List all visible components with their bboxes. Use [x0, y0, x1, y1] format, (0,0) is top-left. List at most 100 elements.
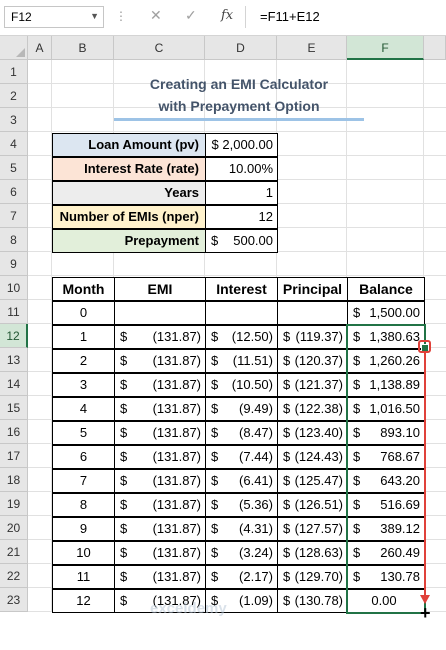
- schedule-cell-month[interactable]: 6: [52, 445, 115, 469]
- input-value-nper[interactable]: 12: [205, 205, 278, 229]
- schedule-cell-month[interactable]: 9: [52, 517, 115, 541]
- row-header-21[interactable]: 21: [0, 540, 28, 564]
- schedule-cell-emi[interactable]: $ (131.87): [114, 349, 206, 373]
- schedule-cell-interest[interactable]: $ (5.36): [205, 493, 278, 517]
- schedule-cell-balance[interactable]: $1,138.89: [347, 373, 425, 397]
- row-header-20[interactable]: 20: [0, 516, 28, 540]
- schedule-cell-principal[interactable]: $ (125.47): [277, 469, 348, 493]
- schedule-cell-balance[interactable]: $516.69: [347, 493, 425, 517]
- schedule-cell-month[interactable]: 12: [52, 589, 115, 613]
- schedule-cell-emi[interactable]: $ (131.87): [114, 517, 206, 541]
- schedule-cell-interest[interactable]: [205, 301, 278, 325]
- row-header-9[interactable]: 9: [0, 252, 28, 276]
- column-header-c[interactable]: C: [114, 36, 205, 60]
- row-header-12[interactable]: 12: [0, 324, 28, 348]
- schedule-cell-interest[interactable]: $ (9.49): [205, 397, 278, 421]
- row-header-6[interactable]: 6: [0, 180, 28, 204]
- schedule-cell-interest[interactable]: $ (8.47): [205, 421, 278, 445]
- schedule-cell-principal[interactable]: $ (130.78): [277, 589, 348, 613]
- schedule-cell-balance[interactable]: $1,260.26: [347, 349, 425, 373]
- row-header-11[interactable]: 11: [0, 300, 28, 324]
- schedule-cell-principal[interactable]: $ (128.63): [277, 541, 348, 565]
- schedule-cell-emi[interactable]: $ (131.87): [114, 565, 206, 589]
- schedule-cell-interest[interactable]: $ (11.51): [205, 349, 278, 373]
- cancel-icon[interactable]: ✕: [150, 7, 162, 23]
- schedule-cell-interest[interactable]: $ (10.50): [205, 373, 278, 397]
- schedule-cell-month[interactable]: 4: [52, 397, 115, 421]
- schedule-cell-interest[interactable]: $ (1.09): [205, 589, 278, 613]
- schedule-cell-emi[interactable]: $ (131.87): [114, 325, 206, 349]
- chevron-down-icon[interactable]: ▼: [90, 11, 99, 21]
- schedule-cell-principal[interactable]: $ (127.57): [277, 517, 348, 541]
- schedule-cell-principal[interactable]: [277, 301, 348, 325]
- schedule-cell-month[interactable]: 8: [52, 493, 115, 517]
- row-header-17[interactable]: 17: [0, 444, 28, 468]
- schedule-cell-month[interactable]: 1: [52, 325, 115, 349]
- schedule-cell-balance[interactable]: $1,500.00: [347, 301, 425, 325]
- schedule-cell-month[interactable]: 3: [52, 373, 115, 397]
- schedule-cell-balance[interactable]: $260.49: [347, 541, 425, 565]
- schedule-cell-interest[interactable]: $ (4.31): [205, 517, 278, 541]
- select-all-corner[interactable]: [0, 36, 28, 60]
- schedule-cell-principal[interactable]: $ (120.37): [277, 349, 348, 373]
- row-header-1[interactable]: 1: [0, 60, 28, 84]
- column-header-f[interactable]: F: [347, 36, 424, 60]
- schedule-cell-principal[interactable]: $ (126.51): [277, 493, 348, 517]
- schedule-cell-balance[interactable]: $768.67: [347, 445, 425, 469]
- row-header-18[interactable]: 18: [0, 468, 28, 492]
- column-header-e[interactable]: E: [277, 36, 347, 60]
- insert-function-icon[interactable]: fx: [221, 8, 234, 23]
- enter-icon[interactable]: ✓: [185, 7, 197, 23]
- row-header-16[interactable]: 16: [0, 420, 28, 444]
- column-header-b[interactable]: B: [52, 36, 114, 60]
- schedule-cell-balance[interactable]: $893.10: [347, 421, 425, 445]
- schedule-cell-principal[interactable]: $ (123.40): [277, 421, 348, 445]
- schedule-cell-month[interactable]: 10: [52, 541, 115, 565]
- input-value-prepayment[interactable]: $500.00: [205, 229, 278, 253]
- schedule-cell-balance[interactable]: $130.78: [347, 565, 425, 589]
- schedule-cell-emi[interactable]: $ (131.87): [114, 445, 206, 469]
- name-box[interactable]: F12 ▼: [4, 6, 104, 28]
- schedule-cell-emi[interactable]: $ (131.87): [114, 469, 206, 493]
- schedule-cell-emi[interactable]: $ (131.87): [114, 397, 206, 421]
- schedule-cell-balance[interactable]: $643.20: [347, 469, 425, 493]
- schedule-cell-balance[interactable]: $1,016.50: [347, 397, 425, 421]
- formula-input[interactable]: =F11+E12: [260, 9, 320, 24]
- schedule-cell-emi[interactable]: $ (131.87): [114, 421, 206, 445]
- schedule-cell-interest[interactable]: $ (3.24): [205, 541, 278, 565]
- schedule-cell-month[interactable]: 5: [52, 421, 115, 445]
- row-header-3[interactable]: 3: [0, 108, 28, 132]
- schedule-cell-emi[interactable]: [114, 301, 206, 325]
- schedule-cell-balance[interactable]: $389.12: [347, 517, 425, 541]
- row-header-2[interactable]: 2: [0, 84, 28, 108]
- row-header-10[interactable]: 10: [0, 276, 28, 300]
- row-header-23[interactable]: 23: [0, 588, 28, 612]
- schedule-cell-month[interactable]: 11: [52, 565, 115, 589]
- row-header-7[interactable]: 7: [0, 204, 28, 228]
- schedule-cell-emi[interactable]: $ (131.87): [114, 541, 206, 565]
- schedule-cell-principal[interactable]: $ (122.38): [277, 397, 348, 421]
- schedule-cell-emi[interactable]: $ (131.87): [114, 493, 206, 517]
- row-header-19[interactable]: 19: [0, 492, 28, 516]
- schedule-cell-interest[interactable]: $ (6.41): [205, 469, 278, 493]
- schedule-cell-month[interactable]: 0: [52, 301, 115, 325]
- schedule-cell-interest[interactable]: $ (12.50): [205, 325, 278, 349]
- schedule-cell-principal[interactable]: $ (121.37): [277, 373, 348, 397]
- row-header-22[interactable]: 22: [0, 564, 28, 588]
- schedule-cell-balance[interactable]: $1,380.63: [347, 325, 425, 349]
- column-header-a[interactable]: A: [28, 36, 52, 60]
- input-value-loan_amount[interactable]: $ 2,000.00: [205, 133, 278, 157]
- schedule-cell-principal[interactable]: $ (129.70): [277, 565, 348, 589]
- schedule-cell-interest[interactable]: $ (2.17): [205, 565, 278, 589]
- row-header-5[interactable]: 5: [0, 156, 28, 180]
- schedule-cell-principal[interactable]: $ (119.37): [277, 325, 348, 349]
- column-header-d[interactable]: D: [205, 36, 277, 60]
- row-header-14[interactable]: 14: [0, 372, 28, 396]
- row-header-13[interactable]: 13: [0, 348, 28, 372]
- input-value-years[interactable]: 1: [205, 181, 278, 205]
- input-value-interest_rate[interactable]: 10.00%: [205, 157, 278, 181]
- row-header-8[interactable]: 8: [0, 228, 28, 252]
- schedule-cell-emi[interactable]: $ (131.87): [114, 373, 206, 397]
- row-header-4[interactable]: 4: [0, 132, 28, 156]
- schedule-cell-principal[interactable]: $ (124.43): [277, 445, 348, 469]
